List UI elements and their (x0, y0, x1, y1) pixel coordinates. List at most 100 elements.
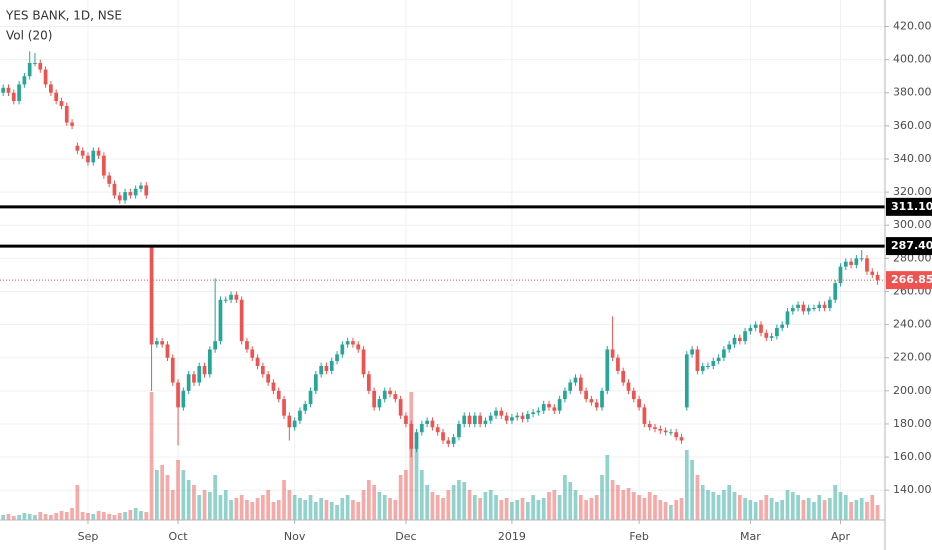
volume-bar (753, 502, 758, 520)
candle-body (160, 341, 165, 345)
volume-bar (276, 500, 281, 520)
volume-bar (181, 470, 186, 520)
candle-body (345, 341, 350, 345)
volume-bar (393, 500, 398, 520)
candle-body (324, 365, 329, 371)
volume-bar (245, 500, 249, 520)
candle-body (838, 266, 843, 284)
candle-body (70, 122, 74, 126)
price-tag-label: 266.85 (891, 273, 932, 286)
volume-bar (536, 500, 541, 520)
candle-body (817, 304, 822, 309)
candle-body (541, 404, 546, 411)
volume-bar (647, 492, 652, 520)
volume-bar (435, 495, 440, 520)
candle-body (520, 415, 525, 419)
candle-body (54, 92, 59, 102)
volume-bar (510, 502, 514, 520)
candle-body (737, 337, 742, 342)
volume-bar (557, 495, 562, 520)
candle-body (186, 374, 191, 391)
volume-bar (398, 475, 403, 520)
volume-bar (817, 495, 822, 520)
volume-bar (430, 492, 435, 520)
volume-bar (266, 490, 271, 520)
volume-bar (812, 502, 816, 520)
candle-body (245, 341, 249, 350)
candle-body (828, 299, 832, 309)
candle-body (80, 150, 85, 156)
volume-bar (478, 498, 482, 520)
candle-body (398, 399, 403, 416)
volume-bar (775, 502, 779, 520)
volume-bar (382, 495, 387, 520)
candle-body (568, 382, 573, 391)
volume-bar (828, 498, 832, 520)
volume-bar (854, 500, 859, 520)
volume-bar (743, 498, 747, 520)
candle-body (271, 382, 276, 391)
candle-body (690, 349, 694, 355)
candle-body (202, 365, 207, 375)
candle-body (229, 294, 233, 300)
volume-bar (631, 492, 636, 520)
volume-bar (213, 475, 218, 520)
volume-bar (520, 498, 525, 520)
x-tick-label: Apr (831, 530, 851, 543)
volume-bar (716, 495, 721, 520)
candle-body (213, 341, 218, 350)
volume-bar (282, 480, 286, 520)
candle-body (27, 62, 32, 77)
volume-bar (626, 488, 631, 520)
volume-bar (102, 512, 106, 520)
volume-bar (451, 485, 456, 520)
volume-bar (372, 485, 376, 520)
candle-body (192, 374, 196, 383)
candle-body (388, 390, 392, 395)
candle-body (382, 390, 387, 400)
candle-body (303, 404, 308, 411)
candle-body (684, 354, 689, 408)
volume-bar (186, 480, 191, 520)
volume-bar (483, 492, 488, 520)
candle-body (17, 84, 21, 102)
volume-bar (239, 495, 244, 520)
candle-body (128, 192, 133, 196)
volume-bar (123, 512, 127, 520)
volume-bar (165, 475, 170, 520)
volume-bar (722, 490, 726, 520)
volume-bar (547, 492, 551, 520)
candle-body (547, 404, 551, 408)
candle-body (430, 420, 435, 428)
volume-bar (49, 515, 53, 520)
price-tag (886, 197, 932, 216)
candle-body (144, 185, 149, 196)
candle-body (552, 407, 557, 411)
volume-bar (541, 498, 546, 520)
axis-layer: 140.00160.00180.00200.00220.00240.00260.… (78, 19, 932, 543)
volume-bar (351, 500, 355, 520)
candle-body (695, 349, 700, 371)
volume-bar (875, 505, 880, 520)
candle-body (112, 183, 117, 196)
volume-bar (621, 490, 626, 520)
y-tick-label: 240.00 (893, 318, 932, 331)
candle-body (488, 415, 493, 421)
volume-bar (128, 510, 133, 520)
volume-bar (499, 500, 504, 520)
volume-bar (457, 480, 461, 520)
volume-bar (419, 470, 424, 520)
candle-body (123, 192, 127, 201)
volume-bar (573, 490, 578, 520)
candle-body (96, 150, 101, 156)
candle-body (107, 175, 112, 184)
volume-bar (796, 495, 800, 520)
candle-body (706, 365, 710, 367)
volume-bar (202, 490, 207, 520)
volume-bar (568, 482, 573, 520)
volume-bar (610, 480, 615, 520)
volume-bar (192, 485, 196, 520)
candle-body (775, 327, 779, 337)
candle-body (748, 327, 753, 332)
